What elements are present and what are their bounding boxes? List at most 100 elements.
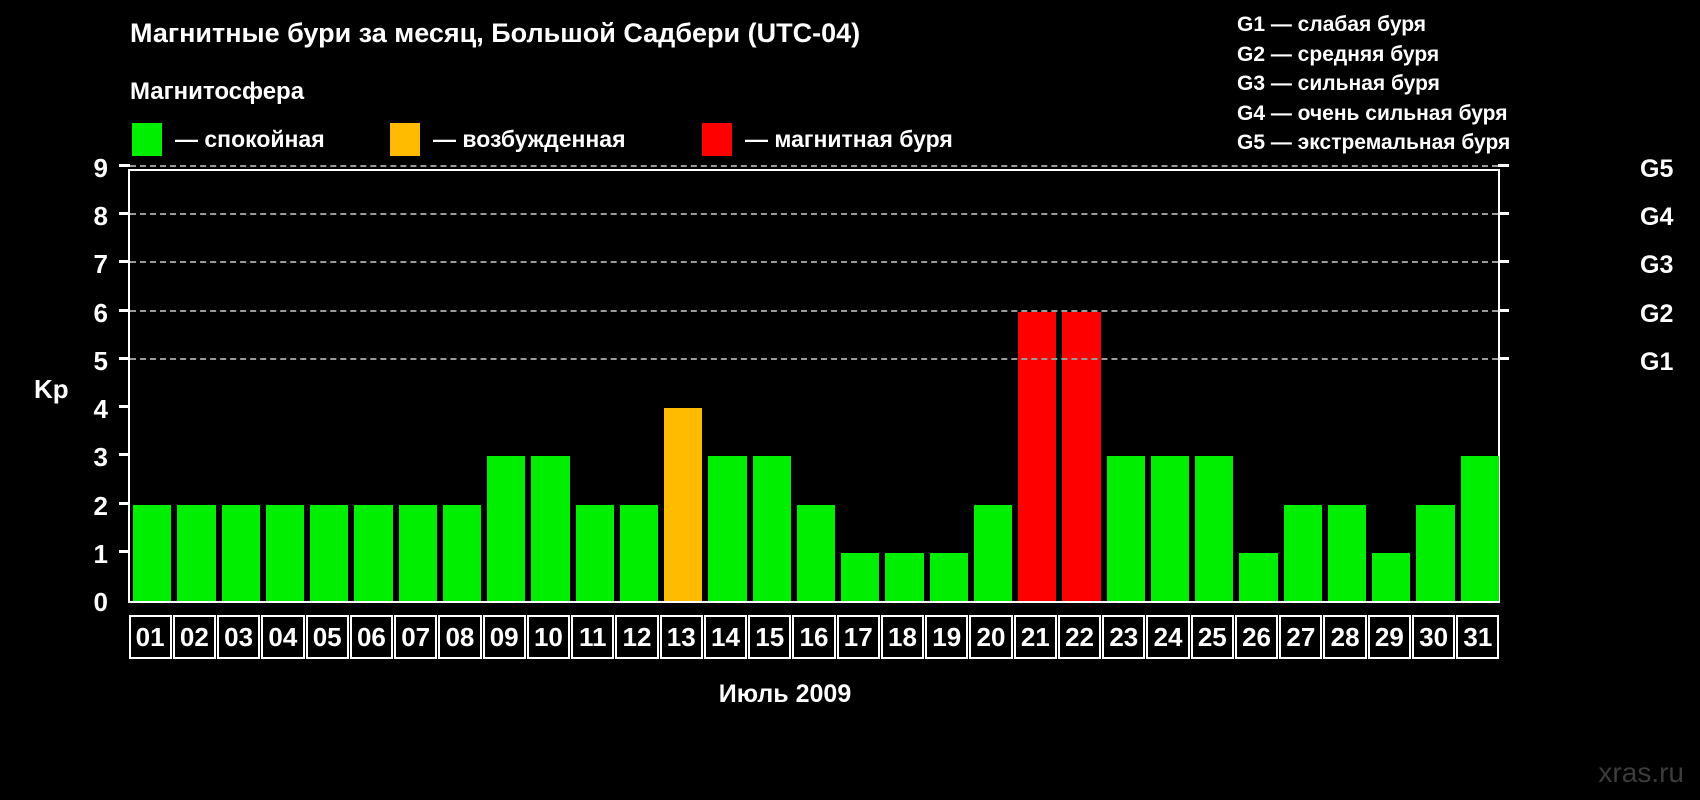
y-axis-labels: 0 1 2 3 4 5 6 7 8 9	[62, 153, 108, 617]
bar	[1283, 504, 1322, 601]
day-label-box: 18	[880, 615, 925, 659]
g-scale-row: G2 — средняя буря	[1237, 42, 1440, 66]
bar	[1062, 311, 1101, 601]
bar	[310, 504, 349, 601]
storm-swatch	[702, 122, 732, 156]
gridline	[130, 261, 1498, 264]
gridline	[130, 165, 1498, 167]
bar	[885, 552, 924, 601]
g-tick-mark	[1498, 212, 1509, 216]
bar	[133, 504, 172, 601]
legend-item: — спокойная	[132, 122, 325, 156]
day-label-box: 02	[172, 615, 216, 659]
bar	[929, 552, 968, 601]
y-tick-label: 1	[93, 538, 108, 569]
day-label-box: 24	[1146, 615, 1190, 659]
y-tick-label: 5	[93, 345, 108, 376]
g-tick-mark	[1498, 260, 1509, 264]
day-label-box: 28	[1323, 615, 1367, 659]
bar	[265, 504, 305, 601]
bar	[1372, 552, 1411, 601]
g-scale-row: G3 — сильная буря	[1237, 72, 1440, 95]
day-label-box: 14	[703, 615, 748, 659]
bar	[398, 504, 437, 601]
y-axis-title: Kp	[34, 374, 69, 404]
legend-heading: Магнитосфера	[130, 78, 305, 105]
y-tick-mark	[119, 212, 130, 216]
g-scale-row: G4 — очень сильная буря	[1237, 101, 1508, 125]
bar	[1460, 456, 1499, 601]
bar	[841, 552, 880, 601]
day-label-box: 22	[1057, 615, 1102, 659]
bar	[1195, 456, 1234, 601]
y-tick-label: 9	[93, 153, 108, 183]
bar	[1239, 552, 1278, 601]
legend-item-label: — возбужденная	[433, 125, 626, 152]
day-label-box: 12	[615, 615, 659, 659]
day-label-box: 27	[1279, 615, 1323, 659]
legend-item: — возбужденная	[390, 122, 626, 156]
day-label-box: 08	[438, 615, 482, 659]
x-axis-day-boxes: 01 02 03 04 05 06 07 08 09 10 11 12 13 14 15 16 17 18 19 20…	[128, 615, 1500, 659]
y-tick-mark	[119, 405, 130, 409]
day-label-box: 07	[394, 615, 438, 659]
day-label-box: 17	[836, 615, 880, 659]
gridline	[130, 213, 1498, 216]
x-axis-title: Июль 2009	[718, 680, 852, 708]
day-label-box: 01	[128, 615, 172, 659]
bar	[1018, 311, 1057, 601]
g-tick-label: G3	[1640, 251, 1674, 280]
y-tick-mark	[119, 356, 130, 360]
bar	[973, 504, 1013, 601]
y-tick-mark	[119, 308, 130, 312]
day-label-box: 16	[792, 615, 836, 659]
gridline	[130, 357, 1498, 360]
day-label-box: 31	[1456, 615, 1500, 659]
g-tick-label: G5	[1640, 155, 1674, 183]
day-label-box: 29	[1367, 615, 1411, 659]
g-axis-labels: G1 G2 G3 G4 G5	[1640, 155, 1696, 603]
day-label-box: 23	[1102, 615, 1146, 659]
day-label-box: 19	[925, 615, 969, 659]
plot-area	[119, 164, 1509, 603]
g-scale-legend: G1 — слабая буря G2 — средняя буря G3 — си…	[1237, 10, 1510, 158]
legend-item-label: — спокойная	[175, 125, 325, 152]
g-tick-mark	[1498, 308, 1509, 312]
day-label-box: 15	[748, 615, 792, 659]
day-label-box: 05	[305, 615, 349, 659]
day-label-box: 10	[526, 615, 571, 659]
g-tick-mark	[1498, 356, 1509, 360]
bar	[1106, 456, 1145, 601]
g-scale-row: G5 — экстремальная буря	[1237, 131, 1511, 154]
bar-series	[130, 171, 1499, 601]
bar	[221, 504, 260, 601]
y-tick-label: 4	[93, 394, 108, 425]
day-label-box: 25	[1190, 615, 1234, 659]
bar	[177, 504, 216, 601]
bar	[708, 456, 747, 601]
g-tick-label: G1	[1640, 347, 1674, 376]
bar	[487, 456, 526, 601]
bar	[575, 504, 614, 601]
y-tick-label: 8	[93, 201, 108, 232]
y-tick-label: 7	[93, 249, 108, 280]
gridline	[130, 309, 1498, 312]
bar	[442, 504, 482, 601]
bar	[796, 504, 836, 601]
g-scale-row: G1 — слабая буря	[1237, 13, 1427, 36]
day-label-box: 11	[571, 615, 615, 659]
day-label-box: 20	[969, 615, 1013, 659]
page-title: Магнитные бури за месяц, Большой Садбери…	[130, 18, 861, 48]
y-tick-mark	[119, 501, 130, 505]
day-label-box: 26	[1234, 615, 1279, 659]
quiet-swatch	[132, 122, 162, 156]
y-tick-mark	[119, 453, 130, 457]
bar	[1327, 504, 1367, 601]
y-tick-label: 0	[93, 587, 108, 617]
y-tick-label: 6	[93, 297, 108, 328]
unsettled-swatch	[390, 122, 420, 156]
bar	[531, 456, 570, 601]
day-label-box: 21	[1013, 615, 1057, 659]
day-label-box: 06	[349, 615, 394, 659]
